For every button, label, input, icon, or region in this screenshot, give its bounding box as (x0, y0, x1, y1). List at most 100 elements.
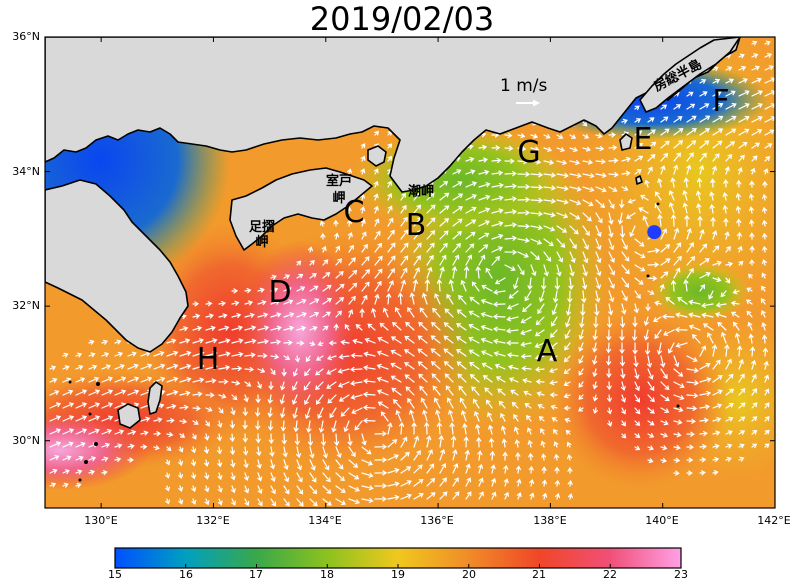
current-vector (530, 251, 540, 261)
current-vector (595, 290, 601, 303)
current-vector (322, 498, 332, 506)
current-vector (377, 401, 389, 409)
current-vector (127, 351, 137, 357)
current-vector (763, 360, 769, 370)
current-vector (699, 431, 708, 437)
current-vector (696, 177, 703, 188)
current-vector (627, 198, 636, 204)
current-vector (218, 407, 224, 414)
current-vector (361, 433, 367, 446)
current-vector (204, 472, 210, 480)
current-vector (267, 394, 273, 405)
current-vector (322, 298, 333, 305)
current-vector (452, 181, 463, 188)
current-vector (292, 368, 298, 377)
current-vector (409, 409, 415, 422)
current-vector (686, 152, 694, 162)
current-vector (608, 199, 615, 209)
current-vector (101, 352, 110, 358)
current-vector (566, 303, 572, 316)
current-vector (348, 244, 354, 253)
current-vector (526, 414, 532, 422)
region-label-e: E (633, 122, 653, 157)
current-vector (647, 248, 660, 254)
current-vector (361, 485, 374, 491)
current-vector (244, 485, 250, 494)
current-vector (75, 469, 83, 475)
current-vector (230, 459, 236, 468)
current-vector (218, 325, 230, 331)
current-vector (283, 459, 289, 471)
current-vector (535, 316, 545, 326)
current-vector (465, 254, 473, 266)
current-vector (563, 355, 571, 363)
current-vector (270, 287, 279, 293)
current-vector (348, 269, 358, 279)
current-vector (554, 277, 560, 291)
current-vector (671, 214, 677, 227)
current-vector (231, 365, 243, 372)
current-vector (465, 169, 476, 175)
current-vector (673, 104, 682, 110)
current-vector (736, 231, 742, 240)
current-vector (668, 190, 675, 201)
current-vector (699, 152, 707, 162)
current-vector (751, 90, 763, 97)
current-vector (400, 204, 407, 214)
current-vector (257, 339, 269, 345)
current-vector (283, 274, 291, 280)
current-vector (191, 446, 197, 454)
current-vector (101, 364, 111, 370)
current-vector (554, 453, 560, 461)
current-vector (582, 134, 590, 139)
current-vector (551, 303, 558, 316)
current-vector (426, 435, 432, 448)
current-vector (668, 202, 675, 214)
colorbar-tick-17: 17 (249, 568, 263, 581)
current-vector (75, 352, 83, 358)
current-vector (390, 362, 402, 370)
current-vector (179, 404, 189, 410)
current-vector (315, 368, 324, 376)
current-vector (361, 268, 371, 279)
current-vector (293, 420, 299, 433)
current-vector (677, 296, 688, 305)
current-vector (478, 232, 490, 240)
current-vector (231, 313, 242, 319)
current-vector (647, 262, 660, 268)
current-vector (556, 251, 564, 263)
current-vector (218, 365, 231, 371)
current-vector (465, 463, 471, 474)
current-vector (670, 279, 677, 292)
current-vector (101, 429, 113, 435)
current-vector (348, 282, 358, 292)
current-vector (620, 381, 626, 391)
current-vector (460, 279, 467, 292)
current-vector (673, 227, 680, 240)
current-vector (296, 260, 302, 266)
current-vector (647, 166, 653, 175)
current-vector (749, 180, 755, 188)
colorbar-tick-15: 15 (108, 568, 122, 581)
current-vector (361, 256, 370, 266)
current-vector (335, 245, 341, 253)
axis-ticks (45, 36, 776, 508)
current-vector (686, 242, 694, 253)
current-vector (638, 207, 649, 214)
current-vector (569, 225, 579, 235)
current-vector (735, 205, 741, 214)
current-vector (517, 210, 531, 216)
current-vector (673, 457, 681, 463)
current-vector (376, 350, 389, 357)
current-vector (465, 181, 477, 188)
current-vector (564, 417, 571, 423)
current-vector (399, 421, 405, 435)
current-vector (387, 217, 394, 227)
current-vector (737, 166, 743, 175)
current-vector (270, 459, 276, 470)
current-vector (354, 420, 363, 431)
current-vector (376, 363, 389, 370)
current-vector (712, 359, 721, 370)
current-vector (563, 393, 571, 399)
current-vector (654, 300, 662, 306)
